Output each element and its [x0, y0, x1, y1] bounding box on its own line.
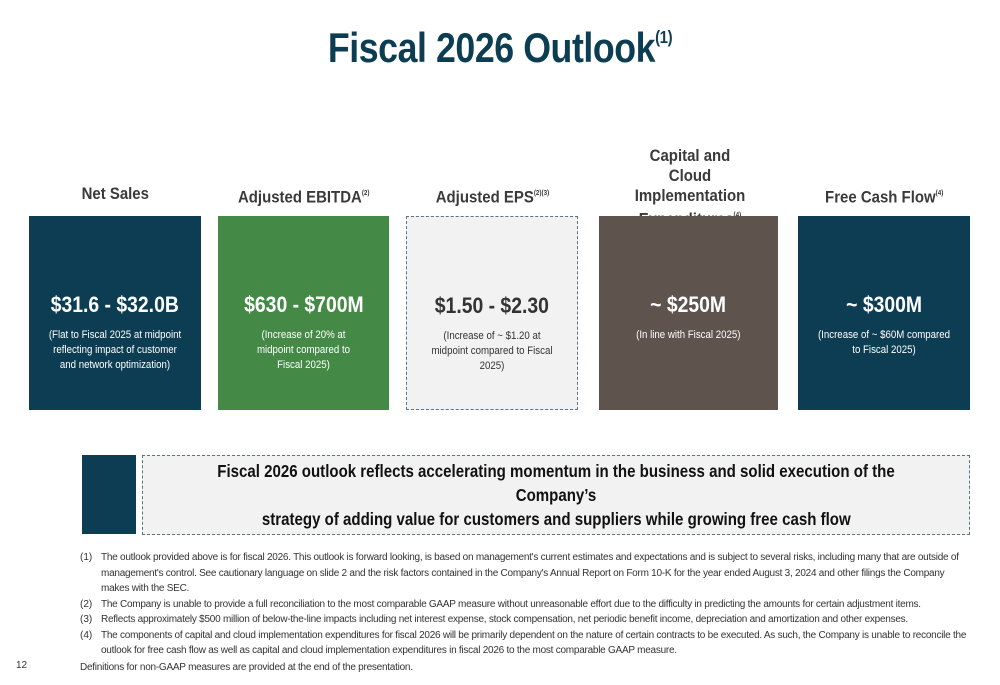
header-adjusted-eps-label: Adjusted EPS: [435, 187, 534, 207]
outlook-callout-text: Fiscal 2026 outlook reflects acceleratin…: [143, 459, 969, 531]
net-sales-value: $31.6 - $32.0B: [50, 292, 180, 317]
header-adjusted-ebitda-ref: (2): [362, 188, 370, 197]
header-capex-ref: (4): [733, 210, 742, 219]
callout-line-1: Fiscal 2026 outlook reflects acceleratin…: [217, 461, 895, 505]
capex-value: ~ $250M: [650, 292, 727, 317]
adjusted-eps-value: $1.50 - $2.30: [434, 293, 550, 318]
header-adjusted-eps-ref: (2)(3): [533, 188, 549, 197]
card-adjusted-ebitda: $630 - $700M (Increase of 20% at midpoin…: [218, 216, 389, 410]
footnotes: (1) The outlook provided above is for fi…: [80, 550, 970, 659]
footnote-text: The components of capital and cloud impl…: [101, 629, 967, 657]
free-cash-flow-value: ~ $300M: [846, 292, 922, 317]
footnote: (4) The components of capital and cloud …: [80, 628, 970, 659]
callout-line-2: strategy of adding value for customers a…: [261, 509, 851, 529]
footnote-number: (4): [80, 629, 93, 641]
footnote-number: (3): [80, 614, 93, 625]
adjusted-ebitda-note: (Increase of 20% at midpoint compared to…: [256, 329, 351, 371]
footnote: (3) Reflects approximately $500 million …: [80, 612, 970, 628]
page-title-footnote-ref: (1): [655, 27, 673, 48]
page-title: Fiscal 2026 Outlook(1): [75, 24, 925, 72]
outlook-callout: Fiscal 2026 outlook reflects acceleratin…: [142, 455, 970, 535]
capex-note: (In line with Fiscal 2025): [636, 329, 741, 341]
definitions-note: Definitions for non-GAAP measures are pr…: [80, 662, 413, 673]
header-net-sales: Net Sales: [29, 184, 201, 204]
footnote-text: The outlook provided above is for fiscal…: [101, 552, 959, 594]
header-adjusted-ebitda-label: Adjusted EBITDA: [238, 187, 363, 207]
header-free-cash-flow-label: Free Cash Flow: [824, 187, 936, 207]
net-sales-note: (Flat to Fiscal 2025 at midpoint reflect…: [48, 329, 182, 371]
callout-accent-bar: [82, 455, 136, 534]
header-free-cash-flow: Free Cash Flow(4): [798, 184, 970, 208]
free-cash-flow-note: (Increase of ~ $60M compared to Fiscal 2…: [817, 329, 951, 356]
footnote-number: (1): [80, 552, 93, 563]
adjusted-eps-note: (Increase of ~ $1.20 at midpoint compare…: [431, 330, 553, 372]
card-capex: ~ $250M (In line with Fiscal 2025): [599, 216, 778, 410]
header-adjusted-ebitda: Adjusted EBITDA(2): [212, 184, 396, 208]
card-adjusted-eps: $1.50 - $2.30 (Increase of ~ $1.20 at mi…: [406, 216, 578, 410]
card-net-sales: $31.6 - $32.0B (Flat to Fiscal 2025 at m…: [29, 216, 201, 410]
footnote: (1) The outlook provided above is for fi…: [80, 550, 970, 597]
page-number: 12: [16, 660, 28, 671]
adjusted-ebitda-value: $630 - $700M: [243, 292, 364, 317]
footnote: (2) The Company is unable to provide a f…: [80, 597, 970, 613]
footnote-text: The Company is unable to provide a full …: [101, 598, 921, 610]
footnote-number: (2): [80, 598, 93, 610]
header-net-sales-label: Net Sales: [81, 184, 149, 203]
page-title-text: Fiscal 2026 Outlook: [327, 24, 656, 71]
header-adjusted-eps: Adjusted EPS(2)(3): [400, 184, 584, 208]
card-free-cash-flow: ~ $300M (Increase of ~ $60M compared to …: [798, 216, 970, 410]
header-free-cash-flow-ref: (4): [935, 188, 944, 197]
footnote-text: Reflects approximately $500 million of b…: [101, 614, 908, 625]
